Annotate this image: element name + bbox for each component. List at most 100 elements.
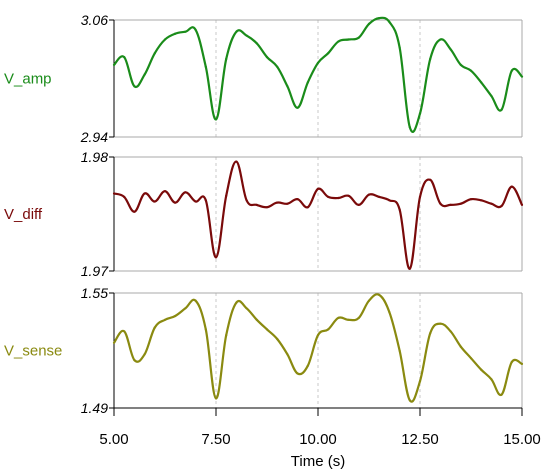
data-point — [184, 30, 187, 33]
data-point — [480, 81, 483, 84]
data-point — [357, 203, 360, 206]
y-tick-label-max: 1.55 — [81, 285, 108, 301]
data-point — [235, 160, 238, 163]
data-point — [367, 299, 371, 302]
data-point — [316, 334, 320, 337]
data-point — [133, 85, 136, 88]
data-point — [245, 307, 248, 310]
y-tick-label-max: 1.98 — [81, 149, 108, 165]
data-point — [255, 318, 258, 321]
data-point — [449, 203, 452, 206]
data-point — [265, 328, 269, 331]
data-point — [429, 178, 432, 181]
data-point — [194, 200, 197, 203]
data-point — [500, 204, 503, 208]
data-point — [133, 210, 136, 213]
data-point — [418, 195, 422, 198]
data-point — [276, 201, 279, 204]
data-point — [306, 81, 309, 84]
data-point — [337, 196, 340, 200]
data-point — [429, 57, 432, 61]
data-point — [327, 195, 330, 198]
x-tick-label: 7.50 — [201, 431, 230, 448]
data-point — [163, 190, 167, 193]
series-label: V_sense — [4, 343, 62, 360]
data-point — [225, 334, 228, 337]
data-point — [194, 299, 197, 302]
data-point — [123, 56, 126, 59]
data-point — [490, 378, 493, 381]
data-point — [388, 311, 391, 314]
data-point — [153, 326, 156, 329]
data-point — [286, 353, 289, 356]
data-point — [265, 206, 269, 209]
data-point — [296, 198, 299, 201]
data-point — [469, 69, 473, 72]
panel-v-amp — [109, 16, 524, 138]
data-point — [357, 36, 360, 39]
data-point — [214, 256, 218, 259]
data-point — [143, 73, 146, 76]
y-tick-label-max: 3.06 — [81, 12, 108, 28]
y-tick-label-min: 1.97 — [81, 263, 109, 279]
data-point — [480, 368, 483, 371]
data-point — [520, 75, 524, 78]
data-point — [204, 65, 207, 68]
data-point — [398, 349, 401, 352]
data-point — [143, 353, 146, 356]
data-point — [153, 52, 156, 55]
data-point — [265, 56, 269, 59]
data-point — [112, 341, 116, 344]
data-point — [449, 330, 452, 333]
data-point — [255, 203, 258, 206]
data-point — [480, 199, 483, 202]
data-point — [306, 206, 309, 209]
data-point — [286, 85, 289, 88]
data-point — [347, 318, 350, 321]
data-point — [459, 345, 462, 348]
data-point — [296, 106, 299, 109]
data-point — [408, 267, 411, 270]
data-point — [163, 318, 167, 321]
data-point — [174, 201, 177, 204]
x-tick-label: 5.00 — [99, 431, 128, 448]
x-tick-label: 15.00 — [503, 431, 541, 448]
data-point — [337, 316, 340, 319]
data-point — [469, 357, 473, 360]
data-point — [408, 126, 411, 129]
data-point — [500, 108, 503, 111]
data-point — [490, 94, 493, 98]
data-point — [429, 332, 432, 335]
data-point — [439, 38, 442, 41]
data-point — [459, 63, 462, 66]
x-tick-label: 12.50 — [401, 431, 439, 448]
data-point — [245, 199, 248, 202]
data-point — [204, 199, 207, 202]
data-point — [378, 293, 381, 296]
data-point — [398, 46, 401, 49]
series-label: V_amp — [4, 71, 52, 88]
data-point — [153, 200, 156, 203]
data-point — [123, 330, 126, 333]
data-point — [510, 69, 513, 72]
data-point — [296, 372, 299, 375]
data-point — [214, 118, 218, 121]
data-point — [112, 192, 116, 195]
data-point — [327, 328, 330, 331]
data-point — [398, 208, 401, 211]
data-point — [306, 364, 309, 367]
data-point — [327, 52, 330, 55]
y-tick-label-min: 1.49 — [81, 400, 108, 416]
data-point — [520, 203, 524, 206]
data-point — [367, 193, 371, 196]
series-label: V_diff — [4, 206, 43, 223]
y-tick-label-min: 2.94 — [80, 129, 108, 145]
data-point — [337, 40, 340, 43]
data-point — [225, 194, 228, 197]
data-point — [510, 360, 513, 364]
data-point — [163, 38, 167, 41]
panel-v-diff — [109, 156, 524, 272]
data-point — [316, 61, 320, 64]
data-point — [490, 202, 493, 205]
data-point — [143, 192, 146, 195]
